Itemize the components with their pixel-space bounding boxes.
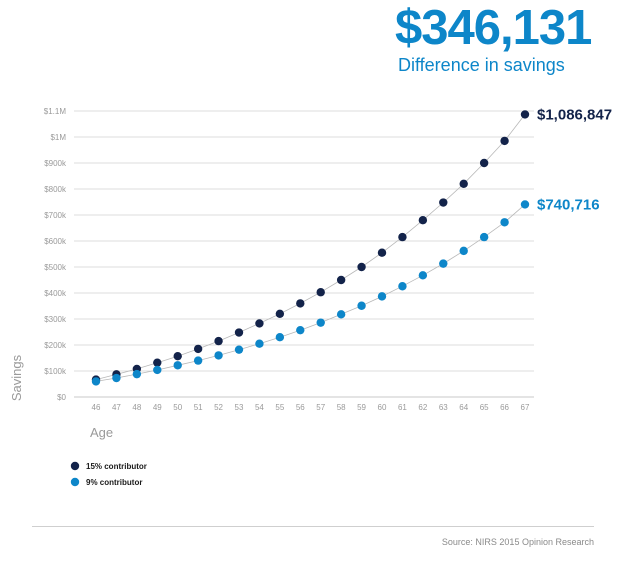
y-tick-label: $1.1M [44, 107, 67, 116]
x-tick-label: 51 [194, 403, 203, 412]
data-point [234, 345, 244, 354]
end-value-label: $1,086,847 [537, 106, 612, 123]
data-point [377, 292, 387, 301]
data-point [275, 309, 285, 318]
data-point [173, 351, 182, 361]
data-point [112, 373, 121, 383]
y-tick-label: $500k [44, 263, 67, 272]
data-point [398, 232, 407, 242]
x-tick-label: 50 [173, 403, 182, 412]
grid-lines [74, 110, 534, 398]
x-tick-label: 64 [459, 403, 468, 412]
data-point [479, 158, 489, 168]
data-point [173, 361, 182, 370]
trend-curve [95, 114, 526, 380]
y-tick-label: $100k [44, 367, 67, 376]
data-point [500, 218, 509, 227]
data-point [193, 356, 203, 365]
x-tick-label: 63 [439, 403, 448, 412]
divider [32, 526, 594, 527]
x-tick-label: 48 [132, 403, 141, 412]
data-point [520, 110, 530, 119]
data-point [316, 318, 325, 327]
x-tick-label: 59 [357, 403, 366, 412]
x-tick-label: 54 [255, 403, 264, 412]
data-point [255, 339, 264, 348]
data-point [193, 344, 203, 354]
x-axis-title: Age [90, 425, 113, 440]
x-tick-label: 61 [398, 403, 407, 412]
x-tick-label: 57 [316, 403, 325, 412]
data-point [296, 325, 305, 335]
x-axis-ticks: 46 47 48 49 50 51 52 53 54 55 56 57 58 59 60 61 62 63 64 65… [92, 403, 530, 412]
y-axis-ticks: $0 $100k $200k $300k $400k $500k $600k $700k $80… [44, 107, 67, 402]
data-point [398, 282, 407, 291]
x-tick-label: 55 [275, 403, 284, 412]
data-point [336, 275, 346, 285]
data-point [255, 319, 264, 328]
x-tick-label: 52 [214, 403, 223, 412]
x-tick-label: 58 [337, 403, 346, 412]
data-point [91, 377, 101, 386]
data-point [357, 301, 366, 310]
data-point [418, 271, 428, 280]
legend-marker [70, 461, 80, 471]
data-point [459, 246, 468, 256]
x-tick-label: 66 [500, 403, 509, 412]
data-point [357, 262, 366, 272]
data-point [234, 328, 244, 337]
data-point [214, 351, 223, 360]
headline-caption: Difference in savings [398, 55, 565, 75]
data-point [132, 369, 142, 379]
y-tick-label: $400k [44, 289, 67, 298]
trend-curves [95, 114, 526, 382]
y-tick-label: $900k [44, 159, 67, 168]
data-point [479, 232, 489, 242]
headline-amount: $346,131 [395, 1, 592, 55]
data-point [439, 259, 448, 268]
y-tick-label: $300k [44, 315, 67, 324]
data-point [520, 200, 530, 209]
y-tick-label: $700k [44, 211, 67, 220]
savings-chart: $0 $100k $200k $300k $400k $500k $600k $700k $80… [9, 106, 612, 487]
y-tick-label: $200k [44, 341, 67, 350]
x-tick-label: 53 [235, 403, 244, 412]
data-point [439, 198, 448, 207]
data-point [214, 336, 223, 346]
end-labels: $1,086,847 $740,716 [537, 106, 612, 213]
x-tick-label: 47 [112, 403, 121, 412]
legend-marker [70, 477, 80, 487]
data-point [275, 333, 285, 342]
x-tick-label: 62 [418, 403, 427, 412]
data-point [377, 248, 387, 257]
data-point [418, 216, 428, 225]
x-tick-label: 65 [480, 403, 489, 412]
x-tick-label: 46 [92, 403, 101, 412]
data-point [316, 288, 325, 297]
data-point [336, 310, 346, 319]
data-point [500, 136, 509, 146]
x-tick-label: 49 [153, 403, 162, 412]
x-tick-label: 67 [521, 403, 530, 412]
data-point [296, 299, 305, 308]
y-axis-title: Savings [9, 354, 24, 401]
y-tick-label: $1M [50, 133, 66, 142]
legend-label: 15% contributor [86, 462, 147, 471]
source-note: Source: NIRS 2015 Opinion Research [441, 537, 594, 547]
y-tick-label: $800k [44, 185, 67, 194]
data-points [91, 110, 530, 386]
x-tick-label: 60 [378, 403, 387, 412]
data-point [153, 358, 162, 367]
y-tick-label: $0 [57, 393, 66, 402]
x-tick-label: 56 [296, 403, 305, 412]
end-value-label: $740,716 [537, 196, 600, 213]
trend-curve [95, 204, 526, 382]
legend-label: 9% contributor [86, 478, 142, 487]
legend: 15% contributor 9% contributor [70, 461, 147, 487]
data-point [153, 365, 162, 375]
data-point [459, 179, 468, 188]
y-tick-label: $600k [44, 237, 67, 246]
